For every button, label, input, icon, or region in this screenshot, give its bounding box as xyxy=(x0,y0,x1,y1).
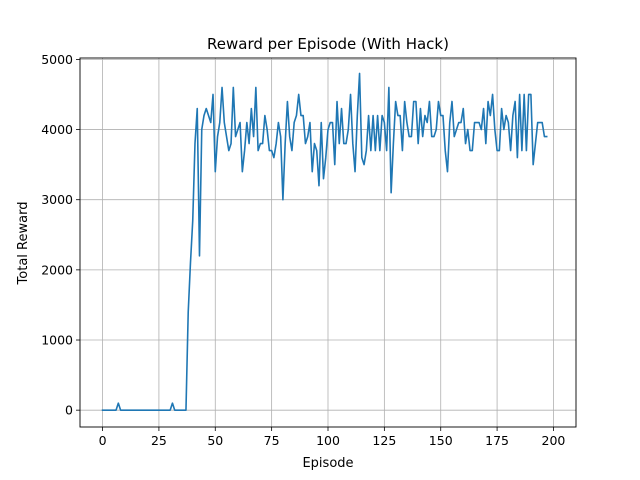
y-tick-label: 2000 xyxy=(41,262,73,277)
x-tick-label: 125 xyxy=(372,433,396,448)
x-tick-label: 100 xyxy=(316,433,340,448)
series-line xyxy=(101,72,548,411)
y-axis-label: Total Reward xyxy=(16,202,31,286)
x-tick-label: 0 xyxy=(99,433,107,448)
x-tick-label: 150 xyxy=(429,433,453,448)
x-axis-label: Episode xyxy=(302,456,353,471)
y-tick-label: 5000 xyxy=(41,52,73,67)
chart-title: Reward per Episode (With Hack) xyxy=(207,35,449,53)
y-tick-label: 1000 xyxy=(41,333,73,348)
x-tick-label: 25 xyxy=(151,433,167,448)
x-tick-label: 175 xyxy=(485,433,509,448)
x-tick-label: 50 xyxy=(207,433,223,448)
plot-frame xyxy=(79,57,577,428)
x-axis-ticks: 0 25 50 75 100 125 150 175 200 xyxy=(99,427,566,448)
y-axis-ticks: 0 1000 2000 3000 4000 5000 xyxy=(41,52,80,418)
y-tick-label: 0 xyxy=(65,403,73,418)
x-tick-label: 75 xyxy=(264,433,280,448)
y-tick-label: 3000 xyxy=(41,192,73,207)
x-tick-label: 200 xyxy=(542,433,566,448)
y-tick-label: 4000 xyxy=(41,122,73,137)
